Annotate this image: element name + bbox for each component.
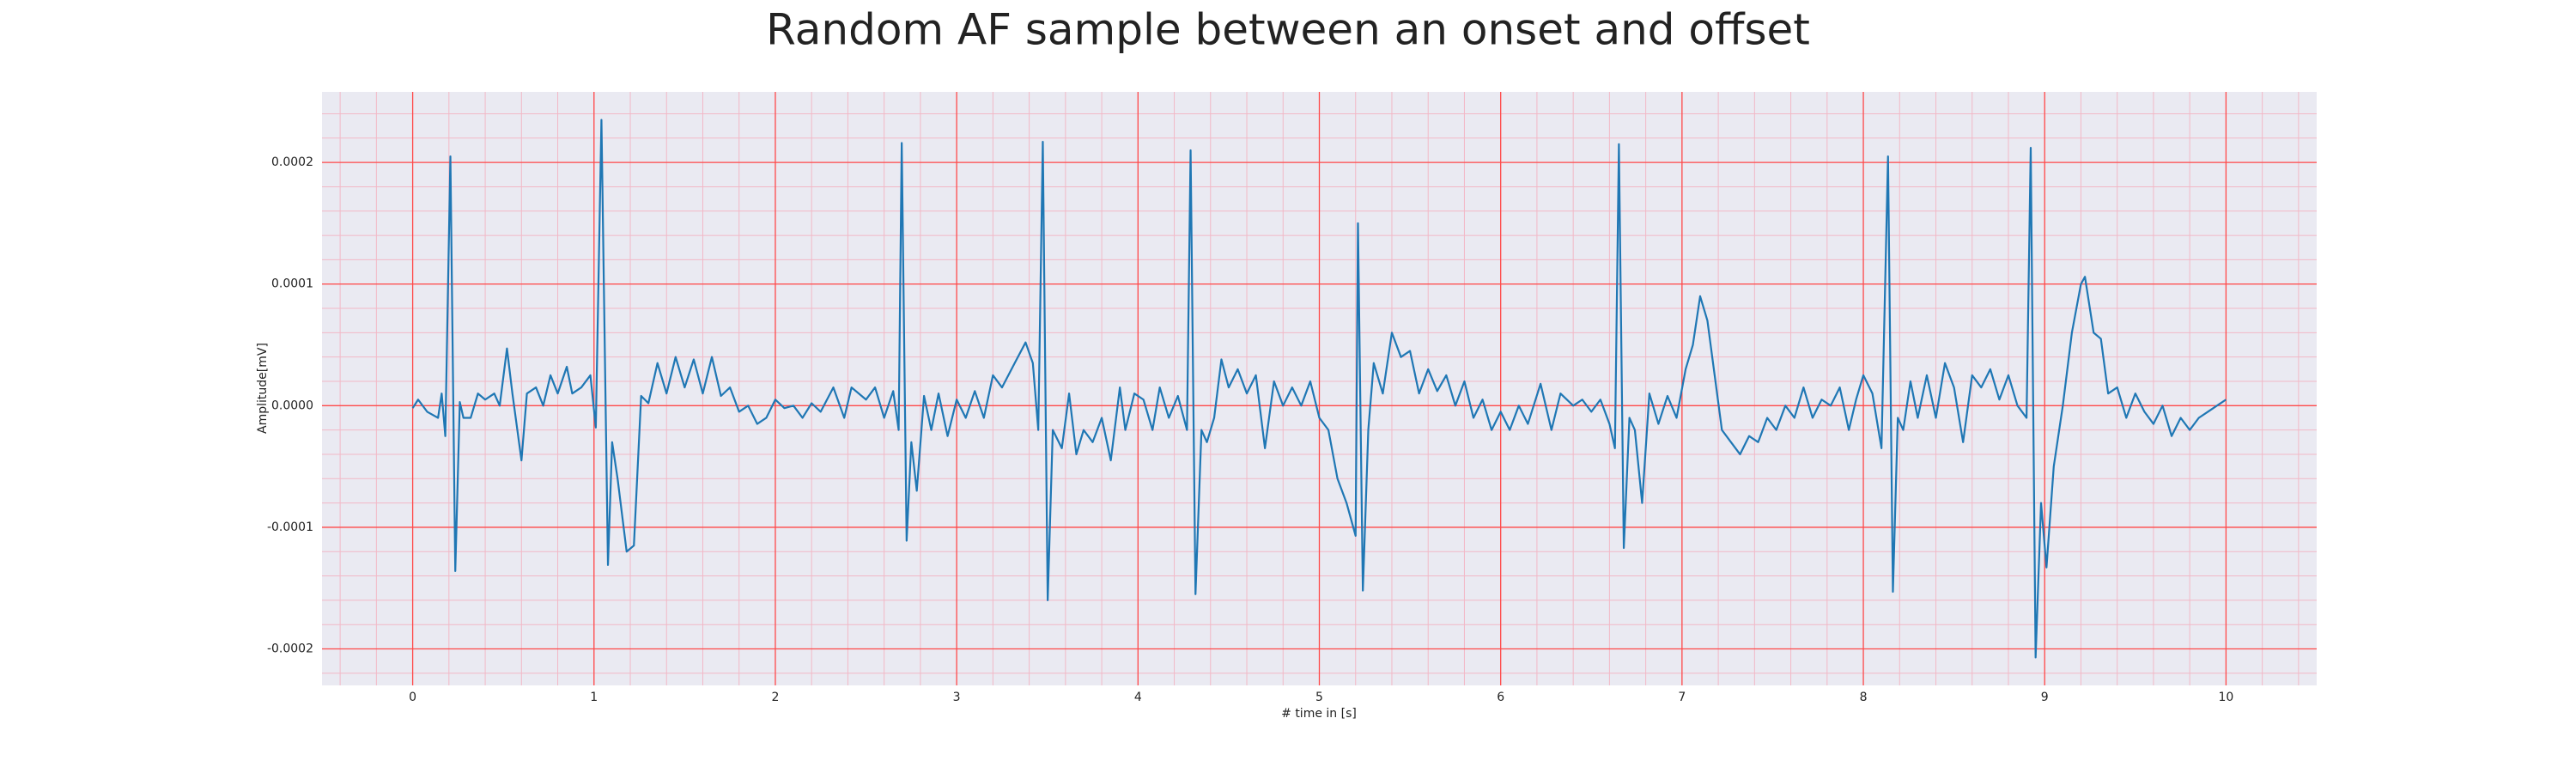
y-axis-label: Amplitude[mV] — [256, 343, 270, 434]
signal-line — [411, 119, 2227, 659]
x-tick-label: 0 — [409, 691, 416, 704]
grid — [322, 92, 2317, 685]
x-tick-label: 10 — [2218, 691, 2233, 704]
x-axis-label: # time in [s] — [1281, 707, 1357, 721]
chart-title: Random AF sample between an onset and of… — [766, 5, 1810, 55]
y-tick-label: -0.0001 — [267, 520, 313, 534]
x-tick-label: 8 — [1860, 691, 1868, 704]
x-tick-label: 6 — [1497, 691, 1504, 704]
x-tick-label: 1 — [590, 691, 598, 704]
y-tick-label: 0.0002 — [271, 155, 313, 169]
x-tick-label: 3 — [953, 691, 961, 704]
y-tick-label: -0.0002 — [267, 642, 313, 656]
y-tick-label: 0.0000 — [271, 399, 313, 412]
marks — [411, 119, 2227, 659]
x-tick-label: 2 — [771, 691, 779, 704]
x-tick-label: 4 — [1134, 691, 1142, 704]
x-tick-label: 9 — [2041, 691, 2049, 704]
x-tick-label: 5 — [1315, 691, 1323, 704]
x-tick-label: 7 — [1678, 691, 1686, 704]
y-tick-label: 0.0001 — [271, 277, 313, 291]
